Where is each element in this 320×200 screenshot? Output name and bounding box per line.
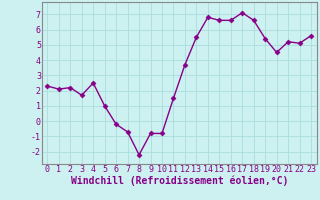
X-axis label: Windchill (Refroidissement éolien,°C): Windchill (Refroidissement éolien,°C): [70, 175, 288, 186]
